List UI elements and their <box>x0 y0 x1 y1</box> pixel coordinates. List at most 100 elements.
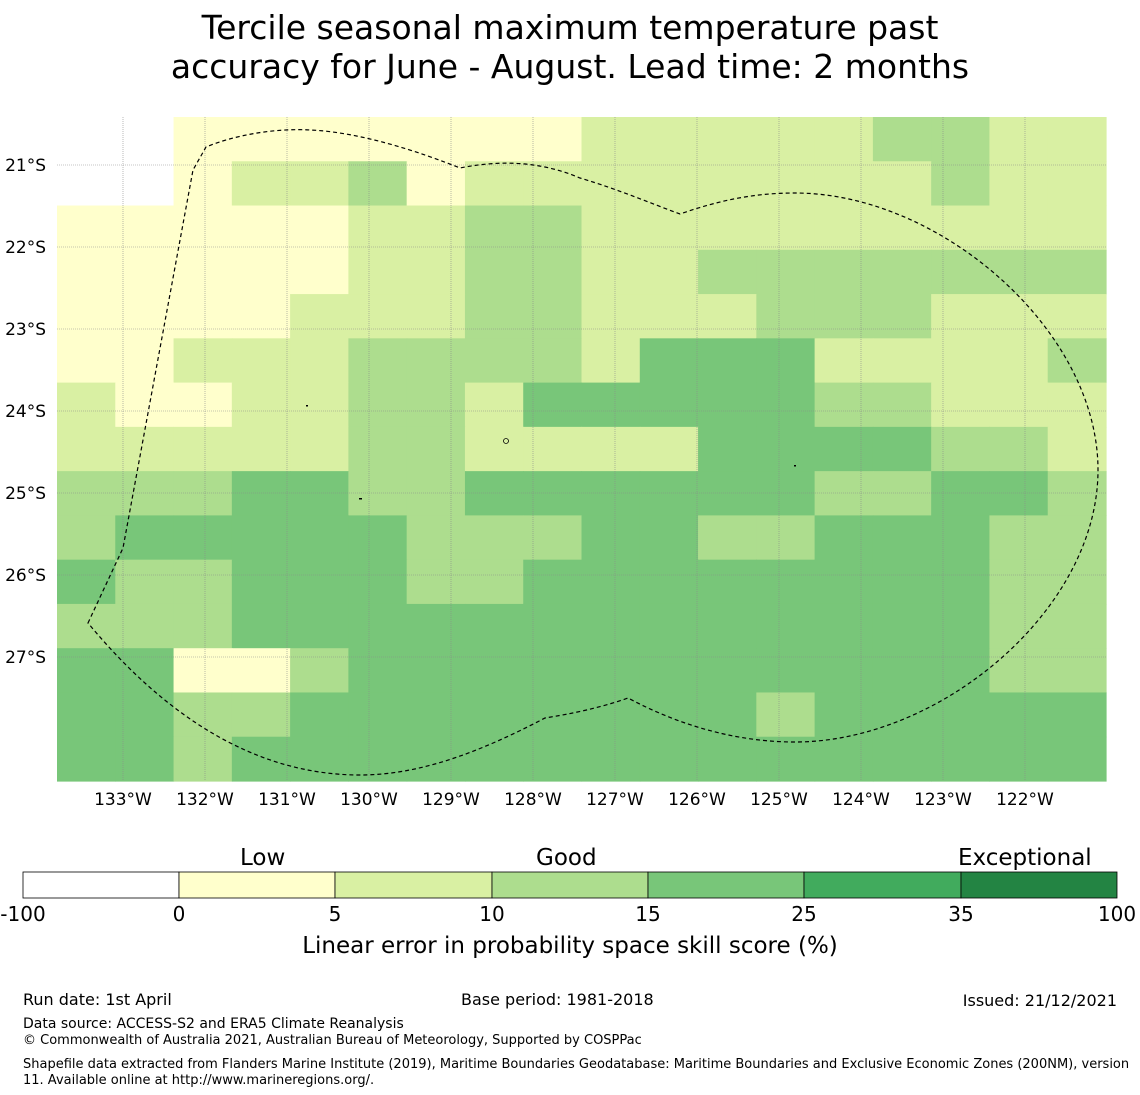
grid-cell <box>756 471 816 516</box>
grid-cell <box>173 603 233 649</box>
grid-cell <box>464 161 524 207</box>
grid-cell <box>698 692 757 738</box>
grid-cell <box>872 471 932 516</box>
grid-cell <box>115 471 175 516</box>
grid-cell <box>1047 515 1107 561</box>
grid-cell <box>231 338 291 384</box>
grid-cell <box>581 648 641 694</box>
graticule <box>57 117 1106 781</box>
grid-cell <box>464 205 524 251</box>
grid-cell <box>1047 294 1107 339</box>
grid-cell <box>872 603 932 649</box>
grid-cell <box>989 736 1049 782</box>
grid-cell <box>406 515 466 561</box>
grid-cell <box>115 117 175 162</box>
grid-cell <box>57 249 116 295</box>
grid-cell <box>698 736 757 782</box>
grid-cell <box>173 205 233 251</box>
grid-cell <box>115 338 175 384</box>
grid-cell <box>989 471 1049 516</box>
grid-cell <box>989 648 1049 694</box>
grid-cell <box>290 648 349 694</box>
grid-cell <box>115 161 175 207</box>
grid-cell <box>57 117 116 162</box>
grid-cell <box>814 603 874 649</box>
grid-cell <box>1047 338 1107 384</box>
grid-cell <box>290 117 349 162</box>
latitude-label: 25°S <box>5 484 46 504</box>
grid-cell <box>581 736 641 782</box>
grid-cell <box>348 338 408 384</box>
grid-cell <box>989 249 1049 295</box>
colorbar-swatch <box>22 871 180 899</box>
base-period: Base period: 1981-2018 <box>461 990 654 1009</box>
data-source: Data source: ACCESS-S2 and ERA5 Climate … <box>23 1016 404 1032</box>
colorbar-tick-label: 35 <box>948 902 974 926</box>
grid-cell <box>173 648 233 694</box>
grid-cell <box>756 161 816 207</box>
grid-cell <box>348 161 408 207</box>
grid-cell <box>231 249 291 295</box>
grid-cell <box>1047 692 1107 738</box>
grid-cell <box>814 515 874 561</box>
grid-cell <box>639 117 699 162</box>
grid-cell <box>290 692 349 738</box>
grid-cell <box>639 692 699 738</box>
grid-cell <box>756 559 816 605</box>
colorbar-axis-label: Linear error in probability space skill … <box>302 933 838 959</box>
grid-cell <box>581 338 641 384</box>
grid-cell <box>173 426 233 472</box>
grid-cell <box>348 692 408 738</box>
grid-cell <box>931 515 991 561</box>
grid-cell <box>523 117 583 162</box>
grid-cell <box>756 382 816 428</box>
grid-cell <box>756 294 816 339</box>
grid-cell <box>57 515 116 561</box>
skill-score-map: 21°S22°S23°S24°S25°S26°S27°S 133°W 132°W 1… <box>5 117 1107 810</box>
grid-cell <box>931 117 991 162</box>
grid-cell <box>523 736 583 782</box>
grid-cell <box>115 648 175 694</box>
grid-cell <box>173 736 233 782</box>
grid-cell <box>814 559 874 605</box>
grid-cell <box>290 515 349 561</box>
grid-cell <box>931 249 991 295</box>
grid-cell <box>1047 471 1107 516</box>
grid-cell <box>406 559 466 605</box>
grid-cell <box>639 515 699 561</box>
grid-cell <box>290 205 349 251</box>
grid-cell <box>57 161 116 207</box>
grid-cell <box>173 559 233 605</box>
grid-cell <box>115 382 175 428</box>
grid-cell <box>639 471 699 516</box>
grid-cell <box>406 382 466 428</box>
grid-cell <box>872 736 932 782</box>
colorbar-swatch <box>178 871 336 899</box>
grid-cell <box>931 426 991 472</box>
grid-cell <box>290 559 349 605</box>
grid-cell <box>931 205 991 251</box>
colorbar-swatch <box>334 871 493 899</box>
grid-cell <box>173 117 233 162</box>
grid-cell <box>989 515 1049 561</box>
grid-cell <box>464 648 524 694</box>
latitude-label: 21°S <box>5 156 46 176</box>
grid-cell <box>756 648 816 694</box>
longitude-labels: 133°W 132°W 131°W 130°W 129°W 128°W 127°W 126°W… <box>94 790 1054 810</box>
grid-cell <box>698 338 757 384</box>
grid-cell <box>57 338 116 384</box>
grid-cell <box>523 603 583 649</box>
grid-cell <box>231 603 291 649</box>
colorbar-tick-label: -100 <box>0 902 46 926</box>
grid-cell <box>1047 161 1107 207</box>
longitude-label: 132°W <box>176 790 234 810</box>
grid-cell <box>1047 736 1107 782</box>
grid-cell <box>464 736 524 782</box>
grid-cell <box>115 515 175 561</box>
grid-cell <box>523 161 583 207</box>
grid-cell <box>290 426 349 472</box>
grid-cell <box>814 161 874 207</box>
grid-cell <box>639 249 699 295</box>
grid-cell <box>639 648 699 694</box>
latitude-labels: 21°S 22°S 23°S 24°S 25°S 26°S 27°S <box>5 156 46 668</box>
